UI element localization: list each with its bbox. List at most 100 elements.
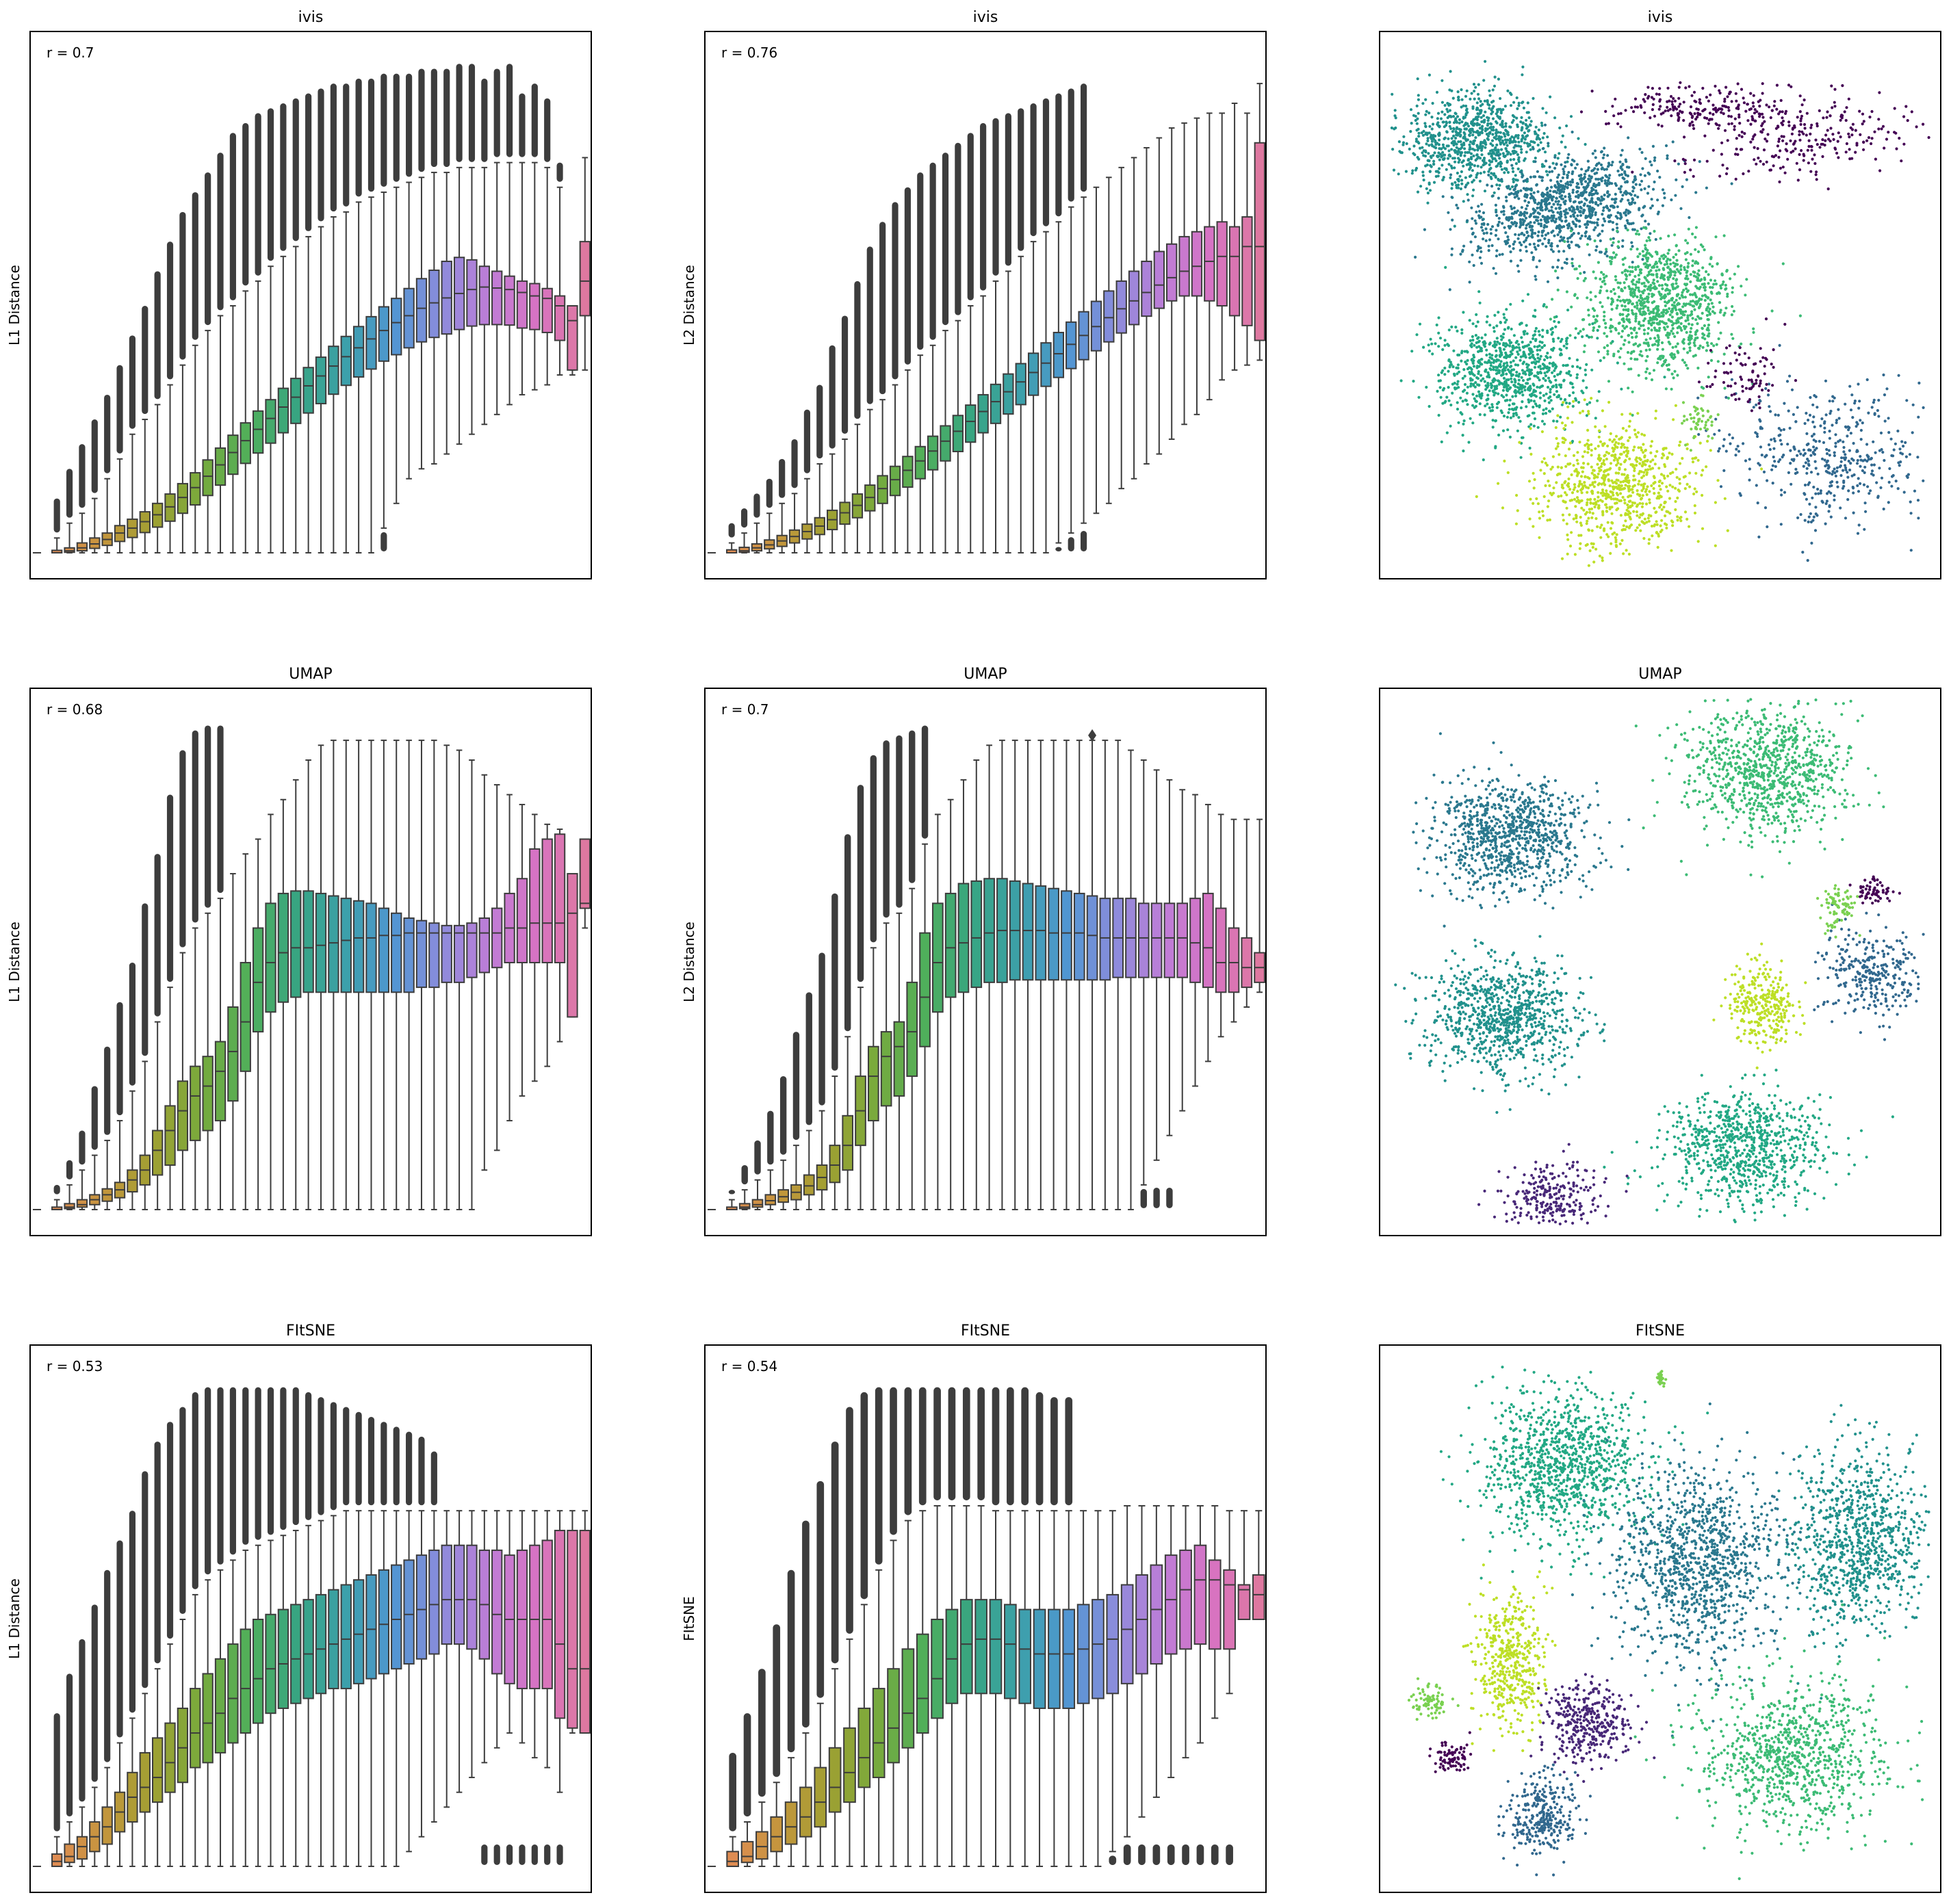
- scatter-point: [1633, 201, 1637, 205]
- scatter-point: [1656, 545, 1659, 549]
- scatter-point: [1533, 345, 1536, 348]
- scatter-point: [1513, 196, 1516, 199]
- scatter-point: [1505, 393, 1508, 397]
- scatter-point: [1546, 173, 1549, 177]
- box: [227, 434, 239, 475]
- scatter-point: [1679, 207, 1683, 210]
- scatter-point: [1548, 484, 1551, 488]
- scatter-point: [1614, 278, 1618, 282]
- scatter-point: [1417, 94, 1420, 97]
- scatter-point: [1616, 205, 1619, 209]
- scatter-point: [1607, 182, 1611, 185]
- scatter-point: [1595, 314, 1599, 317]
- scatter-point: [1471, 322, 1475, 326]
- scatter-point: [1491, 405, 1495, 409]
- scatter-point: [1746, 103, 1749, 106]
- scatter-point: [1496, 164, 1499, 168]
- scatter-point: [1601, 224, 1605, 227]
- scatter-point: [1757, 112, 1761, 116]
- scatter-point: [1505, 149, 1509, 153]
- scatter-point: [1833, 88, 1837, 91]
- scatter-point: [1638, 208, 1641, 211]
- scatter-point: [1685, 251, 1689, 255]
- scatter-point: [1549, 244, 1553, 248]
- scatter-point: [1643, 313, 1646, 316]
- scatter-point: [1430, 342, 1434, 345]
- scatter-point: [1646, 257, 1650, 260]
- scatter-point: [1798, 138, 1802, 142]
- scatter-point: [1472, 154, 1475, 157]
- scatter-point: [1660, 273, 1664, 276]
- scatter-point: [1519, 248, 1522, 252]
- scatter-point: [1660, 311, 1664, 315]
- scatter-point: [1589, 291, 1592, 294]
- scatter-point: [1535, 497, 1538, 501]
- scatter-point: [1462, 142, 1466, 145]
- scatter-point: [1675, 298, 1678, 302]
- scatter-point: [1528, 243, 1532, 246]
- scatter-point: [1495, 159, 1498, 163]
- scatter-point: [1545, 367, 1549, 370]
- scatter-point: [1692, 304, 1696, 308]
- scatter-point: [1555, 419, 1559, 423]
- scatter-point: [1623, 286, 1627, 289]
- scatter-point: [1592, 228, 1596, 232]
- scatter-point: [1447, 211, 1450, 214]
- scatter-point: [1709, 358, 1714, 363]
- scatter-point: [1523, 131, 1526, 135]
- scatter-point: [1531, 354, 1535, 357]
- scatter-point: [1557, 173, 1560, 177]
- outlier-band-high: [967, 133, 974, 300]
- scatter-point: [1867, 136, 1871, 140]
- scatter-point: [1532, 96, 1535, 100]
- scatter-point: [1560, 194, 1564, 198]
- scatter-point: [1579, 110, 1584, 114]
- scatter-point: [1677, 116, 1681, 119]
- scatter-point: [1636, 229, 1639, 233]
- scatter-point: [1689, 330, 1692, 334]
- scatter-point: [1675, 178, 1678, 181]
- scatter-point: [1824, 133, 1828, 137]
- scatter-point: [1569, 382, 1573, 385]
- scatter-point: [1525, 250, 1528, 253]
- scatter-point: [1640, 105, 1643, 109]
- scatter-point: [1442, 153, 1445, 157]
- scatter-point: [1682, 118, 1685, 122]
- scatter-point: [1692, 127, 1696, 130]
- scatter-point: [1390, 126, 1393, 130]
- scatter-point: [1466, 367, 1470, 371]
- scatter-point: [1555, 481, 1558, 484]
- scatter-point: [1547, 198, 1550, 201]
- scatter-point: [1583, 344, 1586, 348]
- scatter-point: [1536, 219, 1540, 222]
- scatter-point: [1523, 199, 1527, 203]
- scatter-point: [1707, 282, 1710, 285]
- scatter-point: [1560, 183, 1563, 187]
- scatter-point: [1626, 351, 1630, 354]
- scatter-point: [1730, 182, 1733, 185]
- scatter-point: [1534, 278, 1538, 281]
- scatter-point: [1675, 322, 1678, 325]
- scatter-point: [1756, 147, 1759, 151]
- scatter-point: [1614, 253, 1618, 257]
- scatter-point: [1475, 394, 1479, 397]
- scatter-point: [1472, 263, 1475, 268]
- scatter-point: [1619, 462, 1623, 466]
- scatter-point: [1490, 139, 1495, 142]
- scatter-point: [1848, 135, 1851, 139]
- scatter-point: [1586, 402, 1589, 406]
- scatter-point: [1504, 366, 1508, 369]
- scatter-point: [1630, 350, 1633, 354]
- scatter-point: [1571, 391, 1575, 395]
- scatter-point: [1549, 95, 1552, 99]
- scatter-point: [1660, 341, 1664, 345]
- scatter-point: [1733, 125, 1736, 128]
- scatter-point: [1512, 146, 1516, 149]
- scatter-point: [1412, 152, 1415, 155]
- scatter-point: [1531, 229, 1534, 232]
- scatter-point: [1737, 133, 1741, 137]
- scatter-point: [1575, 185, 1579, 189]
- scatter-point: [1447, 103, 1451, 106]
- scatter-point: [1538, 340, 1542, 343]
- scatter-point: [1459, 252, 1462, 256]
